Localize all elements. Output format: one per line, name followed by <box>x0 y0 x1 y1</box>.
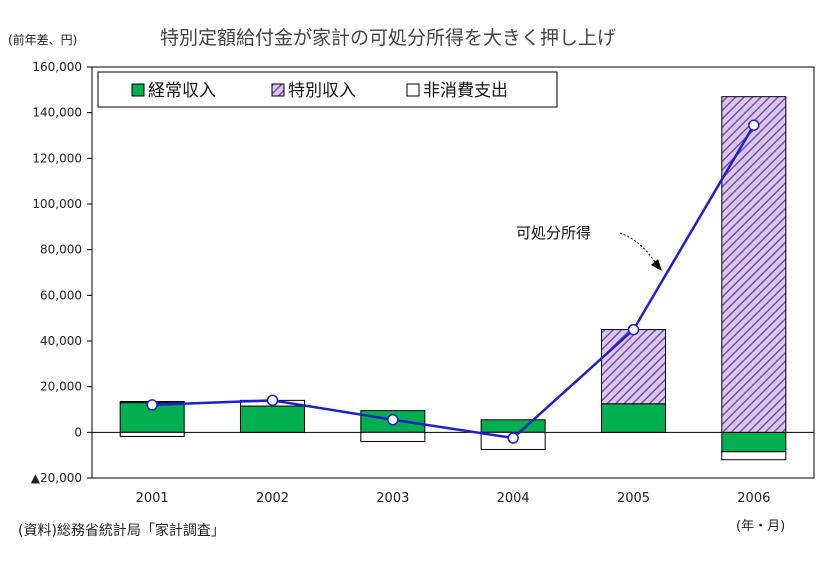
line-series-group <box>146 119 760 444</box>
plot-frame <box>91 66 815 479</box>
line-point <box>507 432 519 444</box>
line-point <box>266 394 279 407</box>
y-tick-label: 60,000 <box>40 288 82 302</box>
annotation-leader <box>619 232 656 263</box>
y-tick-label: 40,000 <box>40 334 82 348</box>
x-tick-label: 2001 <box>136 491 169 506</box>
legend-label-special: 特別収入 <box>288 81 356 101</box>
line-point <box>146 399 158 411</box>
y-tick-label: 120,000 <box>32 151 82 165</box>
bar-earned-income <box>601 403 666 433</box>
y-tick-label: 100,000 <box>32 197 82 211</box>
bar-special-income <box>601 329 666 405</box>
line-point <box>627 323 640 336</box>
x-axis: 2001 2002 2003 2004 2005 2006 <box>92 431 814 506</box>
bar-series-group <box>119 96 787 461</box>
legend-label-nonconsumption: 非消費支出 <box>423 81 508 101</box>
legend-swatch-earned <box>131 83 145 97</box>
bar-earned-income <box>240 405 305 433</box>
y-tick-label: 0 <box>74 425 82 439</box>
legend-box <box>97 71 558 108</box>
y-tick-label: ▲20,000 <box>31 471 82 485</box>
source-note: (資料)総務省統計局「家計調査」 <box>18 522 225 539</box>
legend-label-earned: 経常収入 <box>148 81 216 101</box>
bar-nonconsumption <box>360 431 426 442</box>
y-tick-label: 80,000 <box>40 243 82 257</box>
legend: 経常収入 特別収入 非消費支出 <box>97 71 558 108</box>
line-point <box>387 414 399 426</box>
chart-title: 特別定額給付金が家計の可処分所得を大きく押し上げ <box>160 27 616 49</box>
line-point <box>748 119 760 131</box>
bar-nonconsumption <box>119 431 185 437</box>
x-tick-label: 2005 <box>617 491 650 506</box>
legend-swatch-nonconsumption <box>406 83 420 97</box>
legend-swatch-special <box>271 83 285 97</box>
y-tick-label: 20,000 <box>40 380 82 394</box>
x-tick-label: 2004 <box>497 491 530 506</box>
line-disposable-income <box>152 124 755 440</box>
annotation-arrowhead <box>651 259 662 271</box>
unit-label: (前年差、円) <box>8 32 77 47</box>
x-tick-label: 2006 <box>737 491 770 506</box>
y-axis: ▲20,000 0 20,000 40,000 60,000 80,000 100,000 1… <box>31 60 92 485</box>
bar-nonconsumption <box>721 451 787 461</box>
annotation-disposable-income: 可処分所得 <box>516 224 591 242</box>
x-unit-label: (年・月) <box>736 519 785 534</box>
x-tick-label: 2002 <box>256 491 289 506</box>
bar-earned-income <box>721 431 787 453</box>
bar-special-income <box>721 96 787 433</box>
bar-earned-income <box>480 419 546 433</box>
y-tick-label: 140,000 <box>32 106 82 120</box>
y-tick-label: 160,000 <box>32 60 82 74</box>
x-tick-label: 2003 <box>376 491 409 506</box>
